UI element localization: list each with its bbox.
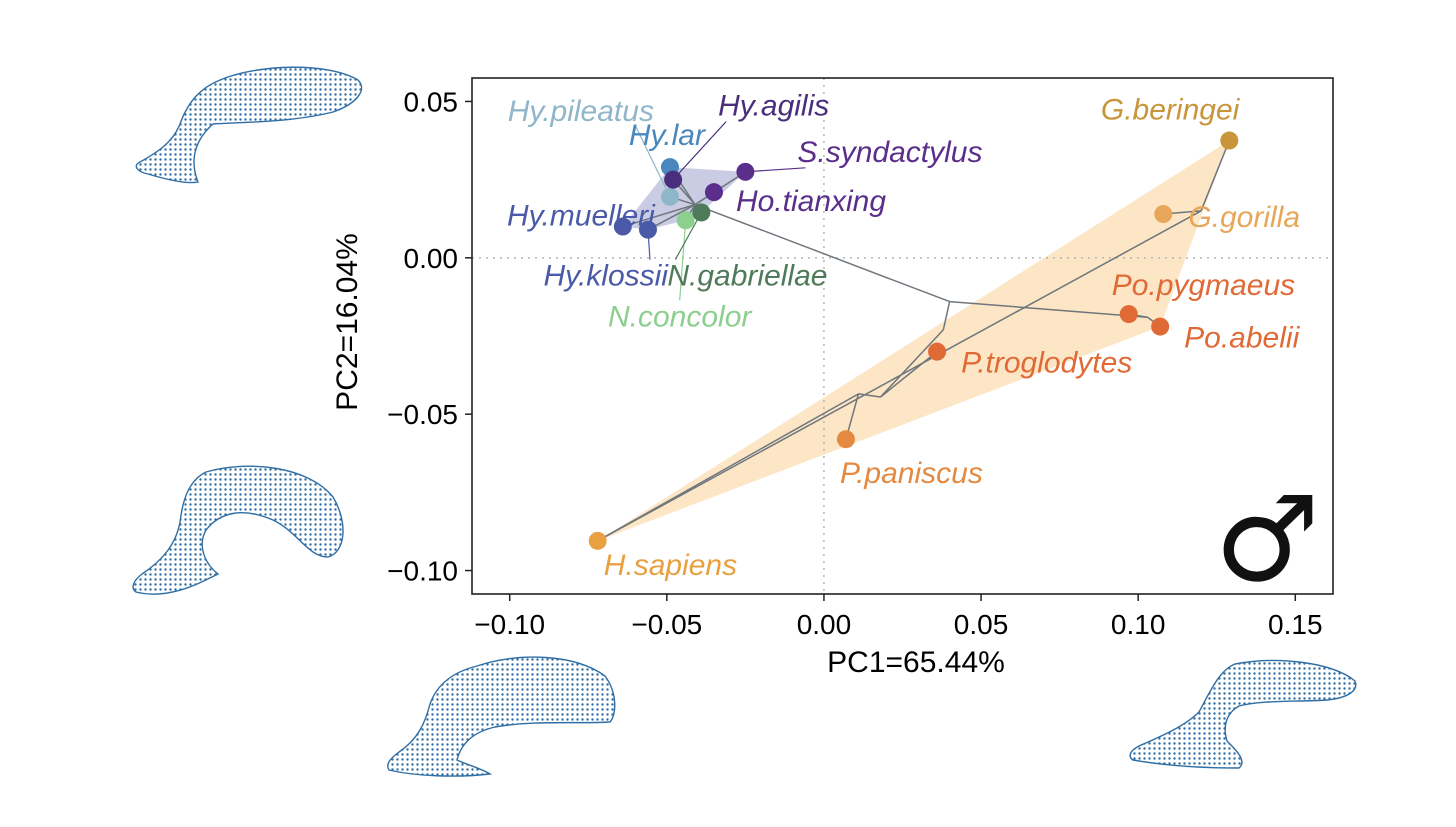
data-point (704, 183, 723, 202)
male-symbol-text: ♂ (1214, 470, 1320, 608)
data-point (1154, 205, 1173, 224)
label-leader-line (672, 121, 727, 181)
tree-branch (694, 203, 950, 303)
tree-branch (879, 329, 944, 398)
data-label: N.concolor (608, 300, 752, 333)
label-leader-line (745, 167, 806, 173)
data-label: P.paniscus (840, 457, 983, 490)
x-tick-label: 0.10 (1111, 609, 1166, 640)
label-leader-line (635, 126, 671, 198)
data-label: N.gabriellae (667, 259, 827, 292)
data-point (588, 531, 607, 550)
data-label: Po.abelii (1184, 322, 1300, 355)
tree-branch (622, 203, 696, 228)
data-label: P.troglodytes (961, 347, 1132, 380)
x-axis-title: PC1=65.44% (827, 646, 1005, 679)
tree-branch (858, 393, 881, 398)
y-tick-label: −0.10 (387, 556, 458, 587)
data-label: Hy.pileatus (508, 95, 654, 128)
tree-branch (942, 301, 951, 330)
plot-frame (471, 77, 1334, 595)
data-label: H.sapiens (604, 549, 737, 582)
hull-gibbons (622, 167, 746, 230)
data-point (1220, 131, 1239, 150)
y-tick-label: 0.05 (404, 86, 459, 117)
data-label: Ho.tianxing (736, 185, 886, 218)
data-point (1119, 305, 1138, 324)
y-axis-title: PC2=16.04% (331, 233, 364, 411)
data-point (836, 430, 855, 449)
x-tick-label: 0.15 (1268, 609, 1323, 640)
label-leader-line (674, 212, 702, 260)
mandible-mesh-icon (387, 656, 616, 777)
x-tick-label: −0.05 (631, 609, 702, 640)
data-point (1151, 317, 1170, 336)
data-label: Hy.lar (629, 119, 706, 152)
tree-branch (949, 300, 1148, 318)
data-label: S.syndactylus (797, 136, 982, 169)
x-tick-label: −0.10 (474, 609, 545, 640)
data-label: Hy.agilis (718, 90, 829, 123)
x-tick-label: 0.05 (954, 609, 1009, 640)
data-label: Hy.muelleri (507, 200, 656, 233)
label-leader-line (647, 229, 651, 260)
tree-branch (880, 351, 938, 398)
data-label: G.beringei (1101, 94, 1241, 127)
y-tick-label: −0.05 (387, 399, 458, 430)
tree-branch (597, 210, 1202, 542)
data-point (613, 217, 632, 236)
male-symbol-icon: ♂ (1214, 470, 1320, 608)
label-leader-line (679, 220, 687, 301)
mandible-mesh-icon (132, 465, 344, 595)
y-tick-label: 0.00 (404, 243, 459, 274)
x-tick-label: 0.00 (797, 609, 852, 640)
tree-branch (1200, 140, 1230, 212)
data-label: Po.pygmaeus (1112, 269, 1295, 302)
hull-great-apes (597, 140, 1230, 541)
data-label: Hy.klossii (544, 260, 670, 293)
data-label: G.gorilla (1188, 201, 1300, 234)
data-point (928, 342, 947, 361)
mandible-mesh-icon (135, 66, 363, 184)
mandible-mesh-icon (1129, 659, 1357, 769)
